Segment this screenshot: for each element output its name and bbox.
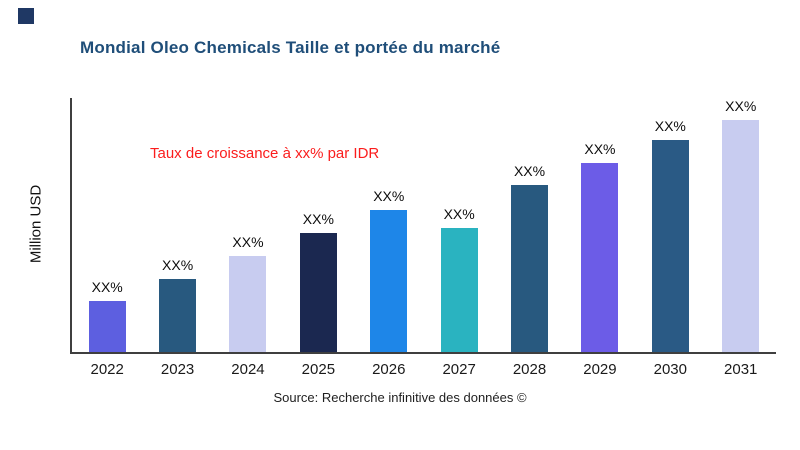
bar-wrap: XX% — [581, 98, 619, 352]
x-tick-label: 2027 — [442, 361, 476, 378]
x-tick-label: 2028 — [512, 361, 547, 378]
bar-columns: XX% 2022 XX% 2023 XX% 2024 XX% 2025 XX% 2026 XX% 20… — [72, 98, 776, 390]
bar-group: XX% 2022 — [75, 98, 139, 390]
bar-wrap: XX% — [722, 98, 760, 352]
bar-group: XX% 2024 — [216, 98, 280, 390]
source-caption: Source: Recherche infinitive des données… — [273, 390, 527, 405]
x-tick-label: 2026 — [372, 361, 406, 378]
bar-wrap: XX% — [88, 98, 126, 352]
bar-wrap: XX% — [440, 98, 478, 352]
bar-group: XX% 2028 — [498, 98, 562, 390]
chart-title: Mondial Oleo Chemicals Taille et portée … — [80, 38, 501, 57]
bar — [511, 185, 549, 352]
bar-wrap: XX% — [651, 98, 689, 352]
bar-value-label: XX% — [725, 98, 757, 114]
bar-value-label: XX% — [91, 279, 123, 295]
bar-value-label: XX% — [373, 188, 405, 204]
bar-value-label: XX% — [232, 234, 264, 250]
bar-value-label: XX% — [584, 141, 616, 157]
bar-group: XX% 2026 — [357, 98, 421, 390]
bar-value-label: XX% — [513, 163, 546, 179]
bar-value-label: XX% — [162, 257, 194, 273]
bar — [440, 228, 478, 352]
bar-group: XX% 2029 — [568, 98, 632, 390]
bar — [229, 256, 267, 352]
bar-group: XX% 2025 — [286, 98, 350, 390]
bar-group: XX% 2031 — [709, 98, 773, 390]
bar-wrap: XX% — [299, 98, 337, 352]
x-tick-label: 2022 — [90, 361, 124, 378]
bar-chart: XX% 2022 XX% 2023 XX% 2024 XX% 2025 XX% 2026 XX% 20… — [70, 98, 776, 390]
bar-wrap: XX% — [229, 98, 267, 352]
bar — [88, 301, 126, 352]
bar — [581, 163, 619, 352]
bar — [299, 233, 337, 352]
bar — [722, 120, 760, 352]
bar-value-label: XX% — [302, 211, 334, 227]
growth-rate-annotation: Taux de croissance à xx% par IDR — [150, 145, 380, 162]
bar — [651, 140, 689, 352]
bar-value-label: XX% — [443, 206, 475, 222]
bar-wrap: XX% — [370, 98, 408, 352]
bar-wrap: XX% — [511, 98, 549, 352]
x-tick-label: 2025 — [301, 361, 336, 378]
bar-value-label: XX% — [654, 118, 686, 134]
x-tick-label: 2029 — [583, 361, 617, 378]
bar — [159, 279, 197, 352]
bar-wrap: XX% — [159, 98, 197, 352]
x-axis-line — [70, 352, 776, 354]
bar-group: XX% 2023 — [146, 98, 210, 390]
x-tick-label: 2023 — [160, 361, 195, 378]
bar-group: XX% 2027 — [427, 98, 491, 390]
x-tick-label: 2031 — [724, 361, 758, 378]
x-tick-label: 2030 — [653, 361, 687, 378]
y-axis-label: Million USD — [27, 184, 45, 264]
x-tick-label: 2024 — [231, 361, 265, 378]
bar — [370, 210, 408, 352]
bar-group: XX% 2030 — [638, 98, 702, 390]
brand-corner-square — [18, 8, 34, 24]
y-axis-line — [70, 98, 72, 354]
